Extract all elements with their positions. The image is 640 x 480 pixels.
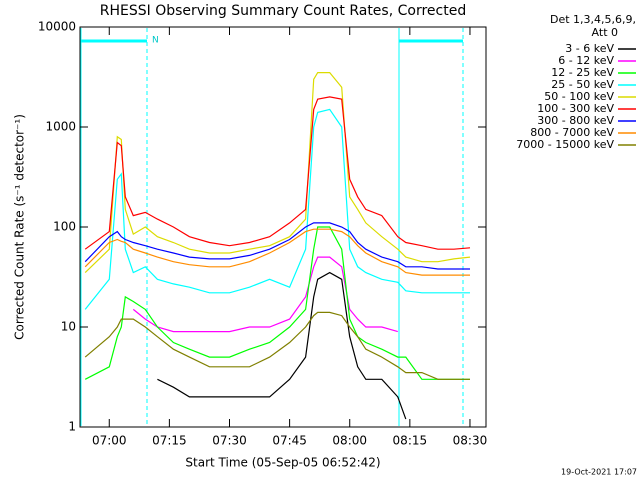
legend-label: 25 - 50 keV (551, 78, 614, 91)
y-tick-label: 1 (68, 420, 76, 434)
x-tick-label: 07:45 (272, 434, 307, 448)
legend-title: Att 0 (592, 26, 618, 39)
x-tick-label: 08:15 (393, 434, 428, 448)
y-tick-label: 10 (61, 320, 76, 334)
legend-label: 12 - 25 keV (551, 66, 614, 79)
series-line (132, 256, 398, 333)
series-line (84, 228, 470, 276)
series-line (84, 311, 470, 380)
series-line (84, 226, 470, 380)
x-axis-label: Start Time (05-Sep-05 06:52:42) (185, 456, 380, 470)
x-tick-label: 07:30 (212, 434, 247, 448)
legend-label: 7000 - 15000 keV (516, 138, 614, 151)
series-line (84, 108, 470, 310)
x-tick-label: 07:15 (152, 434, 187, 448)
legend-title: Det 1,3,4,5,6,9, (550, 13, 636, 26)
legend-label: 3 - 6 keV (565, 42, 614, 55)
legend-label: 100 - 300 keV (537, 102, 614, 115)
annotation: N (152, 36, 159, 46)
y-tick-label: 100 (53, 220, 76, 234)
y-tick-label: 10000 (38, 20, 76, 34)
series-line (84, 72, 471, 274)
y-axis-label: Corrected Count Rate (s⁻¹ detector⁻¹) (13, 114, 27, 340)
legend-label: 6 - 12 keV (558, 54, 614, 67)
timestamp: 19-Oct-2021 17:07 (561, 468, 637, 477)
x-tick-label: 08:00 (332, 434, 367, 448)
series-line (84, 96, 471, 250)
x-tick-label: 07:00 (92, 434, 127, 448)
x-tick-label: 08:30 (453, 434, 488, 448)
legend-label: 800 - 7000 keV (530, 126, 614, 139)
legend-label: 50 - 100 keV (544, 90, 614, 103)
y-tick-label: 1000 (45, 120, 76, 134)
series-line (84, 222, 470, 270)
legend-label: 300 - 800 keV (537, 114, 614, 127)
series-line (157, 271, 407, 420)
chart-title: RHESSI Observing Summary Count Rates, Co… (100, 3, 466, 19)
